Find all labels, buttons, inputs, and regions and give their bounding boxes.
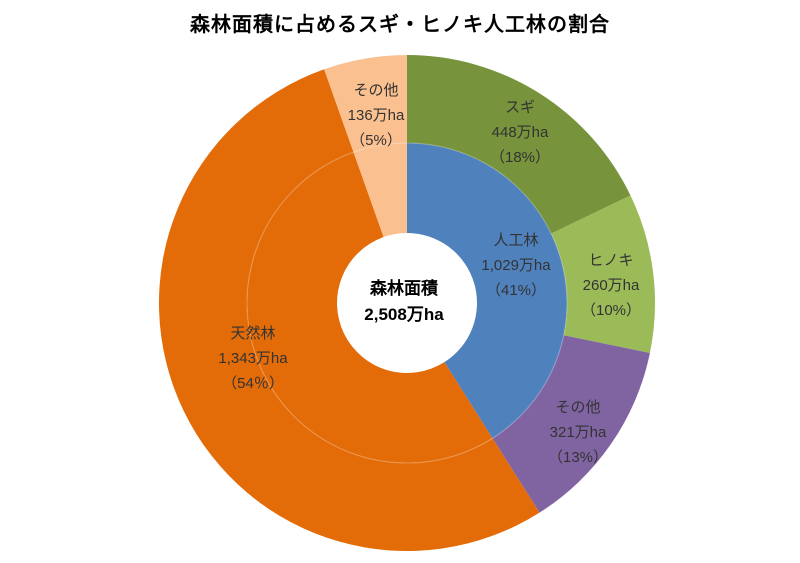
center-total-value: 2,508万ha	[364, 305, 444, 324]
slice-sugi	[407, 55, 631, 234]
center-total-label: 森林面積	[369, 279, 438, 298]
slice-other-planted	[492, 335, 650, 513]
chart-title: 森林面積に占めるスギ・ヒノキ人工林の割合	[190, 14, 610, 36]
slice-hinoki	[551, 195, 655, 353]
slice-natural-forest-outer	[158, 69, 540, 552]
donut-center-label: 森林面積 2,508万ha	[364, 276, 443, 328]
slice-planted-forest	[407, 143, 568, 439]
slice-other-forest	[353, 143, 407, 238]
slice-other-forest-outer	[324, 55, 407, 153]
slice-natural-forest	[247, 152, 493, 463]
ring-divider-line	[246, 142, 568, 464]
